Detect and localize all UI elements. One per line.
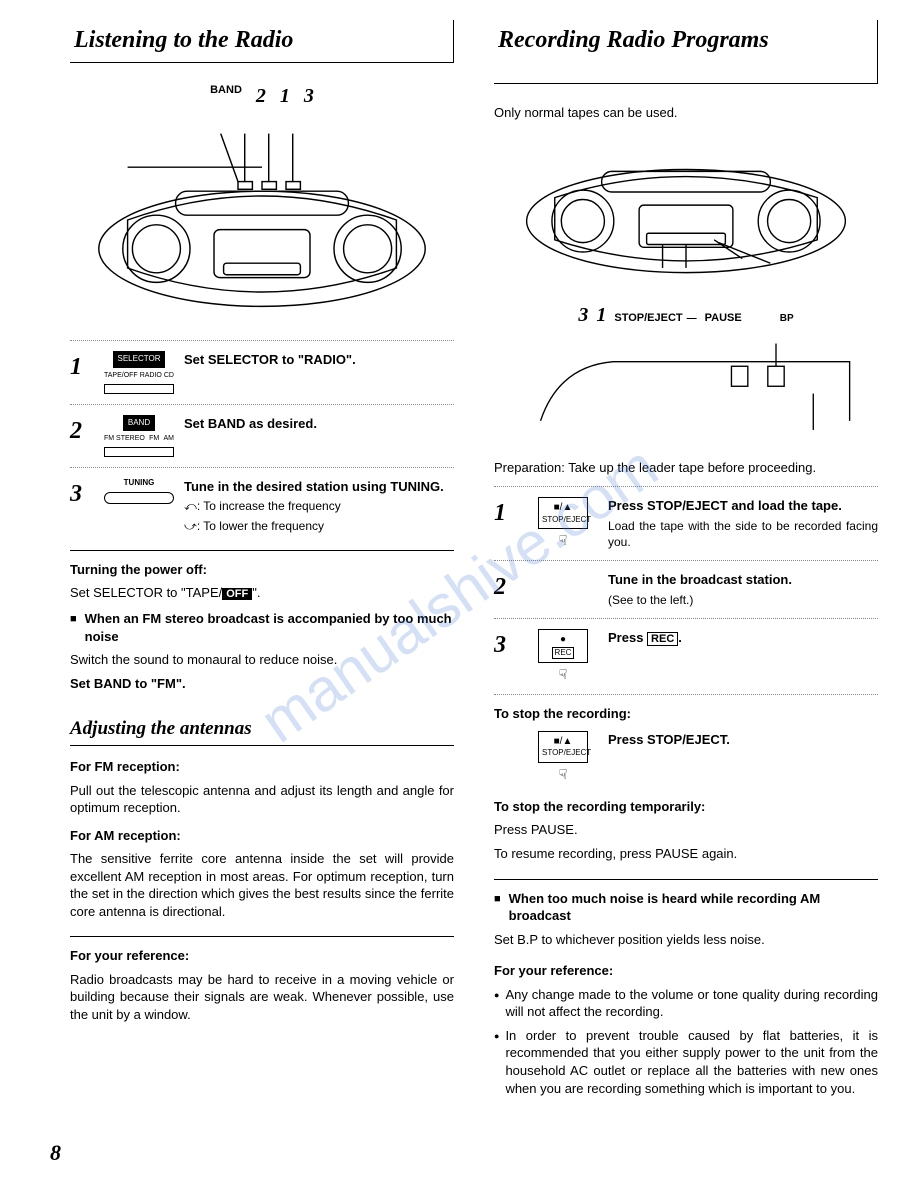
right-intro: Only normal tapes can be used. — [494, 104, 878, 122]
step-title: Set SELECTOR to "RADIO". — [184, 351, 454, 369]
fm-reception-title: For FM reception: — [70, 758, 454, 776]
fm-reception-text: Pull out the telescopic antenna and adju… — [70, 782, 454, 817]
step-title: Press REC. — [608, 629, 878, 647]
right-step-2: 2 Tune in the broadcast station. (See to… — [494, 571, 878, 608]
boombox-diagram-left — [70, 120, 454, 320]
right-step-1: 1 ■/▲ STOP/EJECT ☟ Press STOP/EJECT and … — [494, 497, 878, 550]
step-title: Press STOP/EJECT and load the tape. — [608, 497, 878, 515]
callout-2: 2 — [256, 83, 266, 110]
callout-1: 1 — [280, 83, 290, 110]
power-off-text: Set SELECTOR to "TAPE/OFF". — [70, 584, 454, 602]
fm-noise-text: Switch the sound to monaural to reduce n… — [70, 651, 454, 669]
step-number: 2 — [494, 571, 518, 608]
right-step-3: 3 ● REC ☟ Press REC. — [494, 629, 878, 684]
fm-noise-title: When an FM stereo broadcast is accompani… — [70, 610, 454, 645]
temp-stop-text1: Press PAUSE. — [494, 821, 878, 839]
am-reception-text: The sensitive ferrite core antenna insid… — [70, 850, 454, 920]
step-title: Set BAND as desired. — [184, 415, 454, 433]
callout-3: 3 — [304, 83, 314, 110]
stop-eject-button-icon: ■/▲ STOP/EJECT ☟ — [528, 497, 598, 550]
rec-button-icon: ● REC ☟ — [528, 629, 598, 684]
right-title: Recording Radio Programs — [494, 20, 878, 84]
step-number: 2 — [70, 415, 94, 457]
antenna-title: Adjusting the antennas — [70, 716, 454, 746]
left-step-2: 2 BAND FM STEREO FM AM Set BAND as desir… — [70, 415, 454, 457]
power-off-title: Turning the power off: — [70, 561, 454, 579]
left-reference-title: For your reference: — [70, 947, 454, 965]
step-sub: ⤺: To increase the frequency — [184, 498, 454, 514]
temp-stop-title: To stop the recording temporarily: — [494, 798, 878, 816]
am-reception-title: For AM reception: — [70, 827, 454, 845]
left-step-3: 3 TUNING Tune in the desired station usi… — [70, 478, 454, 534]
stop-eject-button-icon: ■/▲ STOP/EJECT ☟ — [528, 731, 598, 784]
step-number: 1 — [70, 351, 94, 393]
am-noise-title: When too much noise is heard while recor… — [494, 890, 878, 925]
step-title: Tune in the desired station using TUNING… — [184, 478, 454, 496]
step-number: 3 — [494, 629, 518, 684]
fm-noise-bold: Set BAND to "FM". — [70, 675, 454, 693]
left-diagram-callouts: BAND 2 1 3 — [70, 83, 454, 110]
boombox-diagram-right — [494, 132, 878, 282]
preparation: Preparation: Take up the leader tape bef… — [494, 459, 878, 477]
left-step-1: 1 SELECTOR TAPE/OFF RADIO CD Set SELECTO… — [70, 351, 454, 393]
stop-recording-row: ■/▲ STOP/EJECT ☟ Press STOP/EJECT. — [494, 731, 878, 784]
step-sub: Load the tape with the side to be record… — [608, 518, 878, 550]
right-column: Recording Radio Programs Only normal tap… — [494, 20, 878, 1103]
left-column: Listening to the Radio BAND 2 1 3 — [70, 20, 454, 1103]
step-title: Tune in the broadcast station. — [608, 571, 878, 589]
am-noise-text: Set B.P to whichever position yields les… — [494, 931, 878, 949]
left-title: Listening to the Radio — [70, 20, 454, 63]
ref-bullet-2: In order to prevent trouble caused by fl… — [494, 1027, 878, 1097]
ref-bullet-1: Any change made to the volume or tone qu… — [494, 986, 878, 1021]
step-number: 1 — [494, 497, 518, 550]
bp-diagram — [494, 339, 878, 439]
step-number: 3 — [70, 478, 94, 534]
selector-icon: SELECTOR TAPE/OFF RADIO CD — [104, 351, 174, 393]
band-label: BAND — [210, 83, 242, 110]
stop-recording-title: To stop the recording: — [494, 705, 878, 723]
stop-action: Press STOP/EJECT. — [608, 731, 878, 749]
band-icon: BAND FM STEREO FM AM — [104, 415, 174, 457]
page-number: 8 — [50, 1138, 61, 1168]
temp-stop-text2: To resume recording, press PAUSE again. — [494, 845, 878, 863]
step-sub: (See to the left.) — [608, 592, 878, 608]
left-reference-text: Radio broadcasts may be hard to receive … — [70, 971, 454, 1024]
right-reference-title: For your reference: — [494, 962, 878, 980]
step-sub: ⤻: To lower the frequency — [184, 518, 454, 534]
tuning-icon: TUNING — [104, 478, 174, 534]
right-diagram-callouts: 3 1 STOP/EJECT — PAUSE BP — [494, 302, 878, 329]
